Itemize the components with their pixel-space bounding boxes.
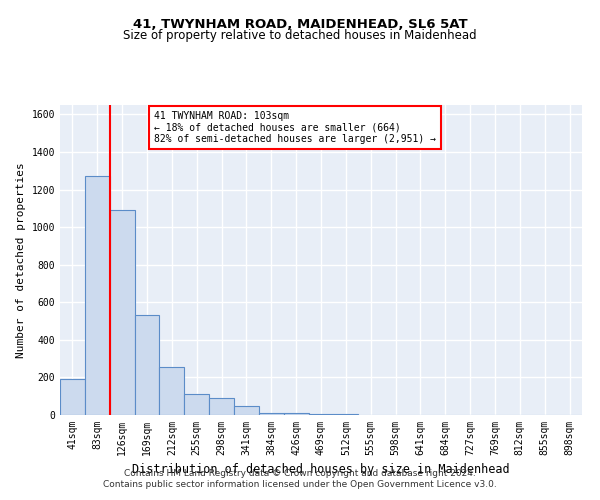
Bar — [284, 413, 308, 415]
Bar — [334, 414, 358, 415]
Bar — [259, 413, 284, 415]
Bar — [234, 406, 259, 415]
Text: Contains HM Land Registry data © Crown copyright and database right 2024.: Contains HM Land Registry data © Crown c… — [124, 468, 476, 477]
Bar — [85, 176, 110, 415]
Bar — [184, 394, 209, 415]
X-axis label: Distribution of detached houses by size in Maidenhead: Distribution of detached houses by size … — [132, 464, 510, 476]
Bar — [134, 316, 160, 415]
Bar — [60, 380, 85, 415]
Bar — [209, 398, 234, 415]
Text: Contains public sector information licensed under the Open Government Licence v3: Contains public sector information licen… — [103, 480, 497, 489]
Text: Size of property relative to detached houses in Maidenhead: Size of property relative to detached ho… — [123, 29, 477, 42]
Bar — [110, 210, 134, 415]
Bar — [160, 367, 184, 415]
Bar — [308, 414, 334, 415]
Y-axis label: Number of detached properties: Number of detached properties — [16, 162, 26, 358]
Text: 41, TWYNHAM ROAD, MAIDENHEAD, SL6 5AT: 41, TWYNHAM ROAD, MAIDENHEAD, SL6 5AT — [133, 18, 467, 30]
Text: 41 TWYNHAM ROAD: 103sqm
← 18% of detached houses are smaller (664)
82% of semi-d: 41 TWYNHAM ROAD: 103sqm ← 18% of detache… — [154, 111, 436, 144]
